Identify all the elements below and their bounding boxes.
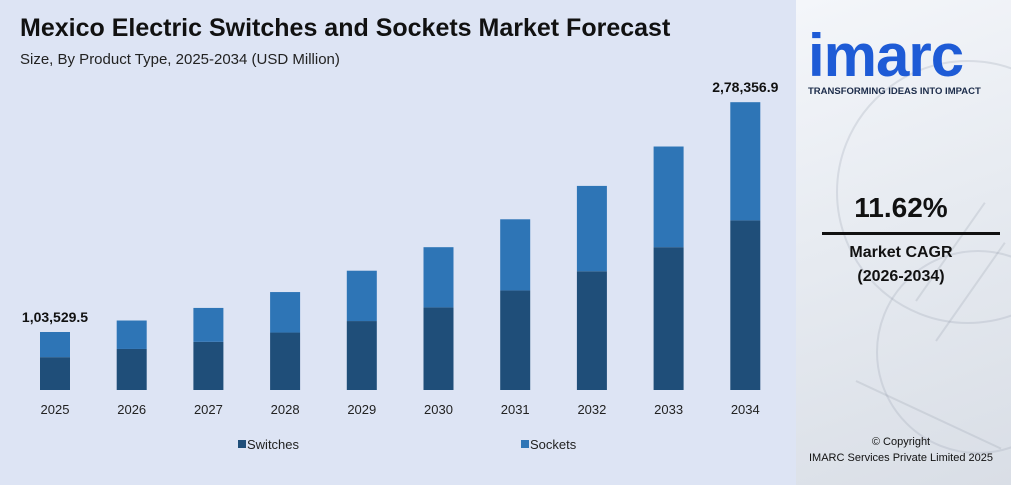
bar-sockets-2025 (40, 332, 70, 358)
bar-sockets-2034 (730, 102, 761, 221)
bar-sockets-2026 (116, 320, 147, 349)
imarc-logo: imarc TRANSFORMING IDEAS INTO IMPACT (808, 22, 998, 98)
cagr-value: 11.62% (854, 192, 948, 223)
chart-subtitle: Size, By Product Type, 2025-2034 (USD Mi… (20, 51, 340, 68)
cagr-label: Market CAGR (849, 244, 953, 261)
bar-sockets-2027 (193, 307, 224, 342)
x-tick-label: 2025 (41, 402, 70, 417)
bar-sockets-2029 (346, 270, 377, 322)
bar-sockets-2032 (576, 185, 607, 272)
legend-swatch-sockets (521, 440, 529, 448)
bar-switches-2027 (193, 341, 224, 390)
data-label: 2,78,356.9 (712, 79, 778, 95)
bar-switches-2028 (270, 332, 301, 390)
x-tick-label: 2032 (577, 402, 606, 417)
bar-sockets-2033 (653, 146, 684, 248)
legend-swatch-switches (238, 440, 246, 448)
legend-label-sockets: Sockets (530, 437, 577, 452)
x-tick-label: 2033 (654, 402, 683, 417)
bar-switches-2031 (500, 290, 531, 390)
bar-switches-2030 (423, 307, 454, 390)
bar-switches-2029 (346, 321, 377, 390)
logo-tagline: TRANSFORMING IDEAS INTO IMPACT (808, 86, 981, 97)
x-tick-label: 2030 (424, 402, 453, 417)
bar-switches-2032 (576, 271, 607, 390)
bar-switches-2034 (730, 220, 761, 390)
bar-sockets-2028 (270, 292, 301, 333)
bar-switches-2033 (653, 247, 684, 390)
x-tick-label: 2034 (731, 402, 760, 417)
x-tick-label: 2027 (194, 402, 223, 417)
legend-label-switches: Switches (247, 437, 300, 452)
bar-sockets-2031 (500, 219, 531, 291)
sidebar-panel: imarc TRANSFORMING IDEAS INTO IMPACT 11.… (796, 0, 1011, 485)
x-tick-label: 2026 (117, 402, 146, 417)
cagr-period: (2026-2034) (857, 268, 945, 285)
chart-title: Mexico Electric Switches and Sockets Mar… (20, 14, 671, 42)
chart-panel: Mexico Electric Switches and Sockets Mar… (0, 0, 796, 485)
bar-chart: 2025 2026 2027 2028 2029 2030 2031 2032 2033 2034… (22, 79, 779, 452)
bar-switches-2026 (116, 348, 147, 390)
x-tick-label: 2031 (501, 402, 530, 417)
cagr-divider (822, 232, 1000, 235)
data-label: 1,03,529.5 (22, 309, 88, 325)
bar-sockets-2030 (423, 247, 454, 308)
bar-switches-2025 (40, 357, 70, 390)
logo-wordmark: imarc (808, 22, 964, 89)
company-name: IMARC Services Private Limited 2025 (808, 452, 993, 464)
copyright-text: © Copyright (871, 436, 931, 448)
x-tick-label: 2029 (347, 402, 376, 417)
x-tick-label: 2028 (271, 402, 300, 417)
